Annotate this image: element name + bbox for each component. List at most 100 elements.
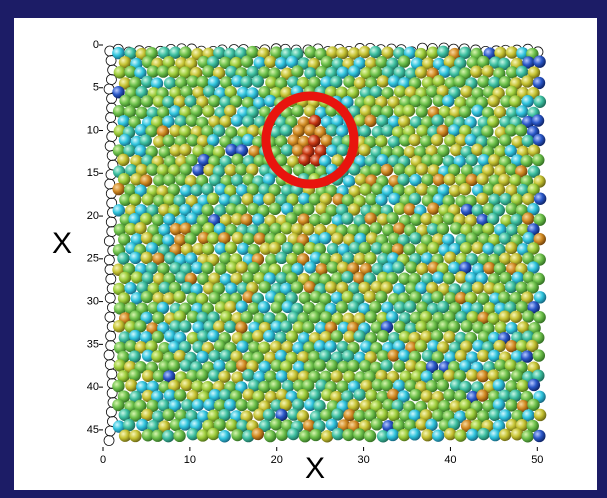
particle — [365, 311, 377, 323]
particle — [341, 271, 353, 283]
particle — [393, 360, 405, 372]
particle — [460, 85, 472, 97]
particle — [443, 173, 455, 185]
page: {"chart_data": {"type": "particles", "x_… — [0, 0, 607, 498]
particle — [119, 134, 131, 146]
particle — [415, 66, 427, 78]
particle — [442, 95, 454, 107]
particle — [173, 291, 185, 303]
particle — [515, 124, 527, 136]
particle — [141, 95, 153, 107]
y-tick-label: 30 — [87, 296, 99, 308]
particle — [341, 212, 353, 224]
particle — [275, 252, 287, 264]
particle — [482, 242, 494, 254]
particle — [117, 252, 129, 264]
particle — [347, 360, 359, 372]
particle — [409, 428, 421, 440]
particle — [353, 428, 365, 440]
particle — [358, 144, 370, 156]
particle — [377, 330, 389, 342]
particle — [443, 331, 455, 343]
particle — [405, 261, 417, 273]
particle — [292, 105, 304, 117]
particle — [196, 369, 208, 381]
particle — [381, 124, 393, 136]
particle — [432, 271, 444, 283]
y-tick-label: 15 — [87, 167, 99, 179]
particle — [477, 350, 489, 362]
particle — [528, 379, 540, 391]
particle — [180, 359, 192, 371]
particle — [533, 55, 545, 67]
particle — [370, 164, 382, 176]
particle — [394, 85, 406, 97]
particle — [444, 428, 456, 440]
particle — [427, 202, 439, 214]
particle — [386, 212, 398, 224]
particle — [421, 429, 433, 441]
particle — [466, 429, 478, 441]
particle — [281, 222, 293, 234]
particle — [348, 301, 360, 313]
particle — [276, 429, 288, 441]
particle — [314, 359, 326, 371]
y-tick-label: 35 — [87, 338, 99, 350]
particle — [533, 311, 545, 323]
particle — [225, 242, 237, 254]
particle — [534, 96, 546, 108]
y-tick-label: 40 — [87, 381, 99, 393]
particle — [521, 430, 533, 442]
particle — [409, 389, 421, 401]
particle — [236, 261, 248, 273]
x-tick-label: 10 — [184, 454, 196, 466]
particle — [516, 380, 528, 392]
particle — [203, 399, 215, 411]
particle — [404, 300, 416, 312]
particle — [302, 223, 314, 235]
particle — [359, 125, 371, 137]
y-axis-label: X — [52, 227, 72, 260]
particle — [476, 193, 488, 205]
particle — [231, 114, 243, 126]
particle — [387, 429, 399, 441]
particle — [533, 430, 545, 442]
particle — [287, 428, 299, 440]
particle — [505, 242, 517, 254]
particle — [242, 134, 254, 146]
particle — [375, 135, 387, 147]
particle — [432, 429, 444, 441]
particle — [377, 75, 389, 87]
particle — [142, 370, 154, 382]
particle — [420, 213, 432, 225]
particle — [364, 115, 376, 127]
particle — [240, 213, 252, 225]
particle — [533, 134, 545, 146]
particle — [202, 243, 214, 255]
y-tick-label: 25 — [87, 253, 99, 265]
particle — [280, 124, 292, 136]
x-axis-label: X — [305, 452, 325, 485]
particle — [192, 399, 204, 411]
x-tick-label: 20 — [271, 454, 283, 466]
particle — [461, 204, 473, 216]
particle — [129, 194, 141, 206]
particle — [220, 349, 232, 361]
particle — [522, 212, 534, 224]
particle — [454, 75, 466, 87]
particle — [364, 430, 376, 442]
particle — [202, 65, 214, 77]
particle — [129, 252, 141, 264]
y-tick-label: 0 — [93, 39, 99, 51]
particle — [269, 203, 281, 215]
particle — [202, 105, 214, 117]
particle — [364, 252, 376, 264]
slide: X X 01020304050051015202530354045 — [0, 0, 607, 498]
x-tick-label: 40 — [444, 454, 456, 466]
particle — [168, 360, 180, 372]
particle — [392, 261, 404, 273]
particle — [483, 262, 495, 274]
particle — [180, 379, 192, 391]
particle — [186, 114, 198, 126]
particle — [354, 389, 366, 401]
